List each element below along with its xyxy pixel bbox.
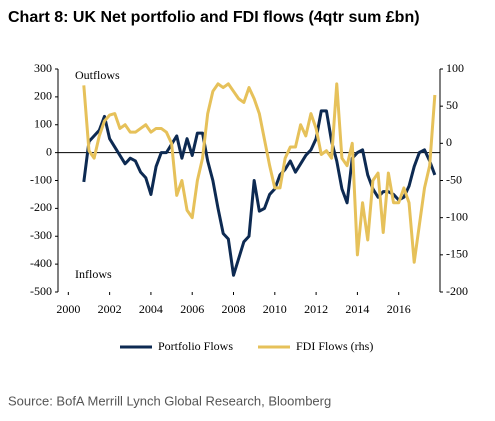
- x-tick-label: 2014: [345, 302, 369, 316]
- x-tick-label: 2016: [387, 302, 411, 316]
- y2-tick-label: 0: [446, 135, 452, 149]
- y-tick-label: -500: [30, 284, 52, 298]
- x-tick-label: 2010: [263, 302, 287, 316]
- x-tick-label: 2012: [304, 302, 328, 316]
- x-tick-label: 2008: [222, 302, 246, 316]
- x-tick-label: 2006: [180, 302, 204, 316]
- y-tick-label: 200: [34, 89, 52, 103]
- y2-tick-label: 50: [446, 98, 458, 112]
- y-tick-label: 300: [34, 61, 52, 75]
- y2-tick-label: 100: [446, 61, 464, 75]
- legend-label: FDI Flows (rhs): [296, 339, 373, 353]
- y-tick-label: -200: [30, 200, 52, 214]
- series-line: [82, 82, 437, 264]
- y-tick-label: -300: [30, 228, 52, 242]
- series-line: [82, 109, 437, 277]
- chart-title: Chart 8: UK Net portfolio and FDI flows …: [8, 9, 420, 26]
- y2-tick-label: -100: [446, 209, 468, 223]
- x-tick-label: 2004: [139, 302, 163, 316]
- legend-label: Portfolio Flows: [158, 339, 233, 353]
- y-tick-label: -400: [30, 256, 52, 270]
- y-tick-label: -100: [30, 172, 52, 186]
- y2-tick-label: -150: [446, 247, 468, 261]
- source: Source: BofA Merrill Lynch Global Resear…: [8, 393, 331, 408]
- y2-tick-label: -50: [446, 172, 462, 186]
- annotation: Inflows: [75, 267, 112, 281]
- x-tick-label: 2000: [56, 302, 80, 316]
- y-tick-label: 0: [46, 144, 52, 158]
- x-tick-label: 2002: [98, 302, 122, 316]
- y2-tick-label: -200: [446, 284, 468, 298]
- y-tick-label: 100: [34, 117, 52, 131]
- annotation: Outflows: [75, 68, 120, 82]
